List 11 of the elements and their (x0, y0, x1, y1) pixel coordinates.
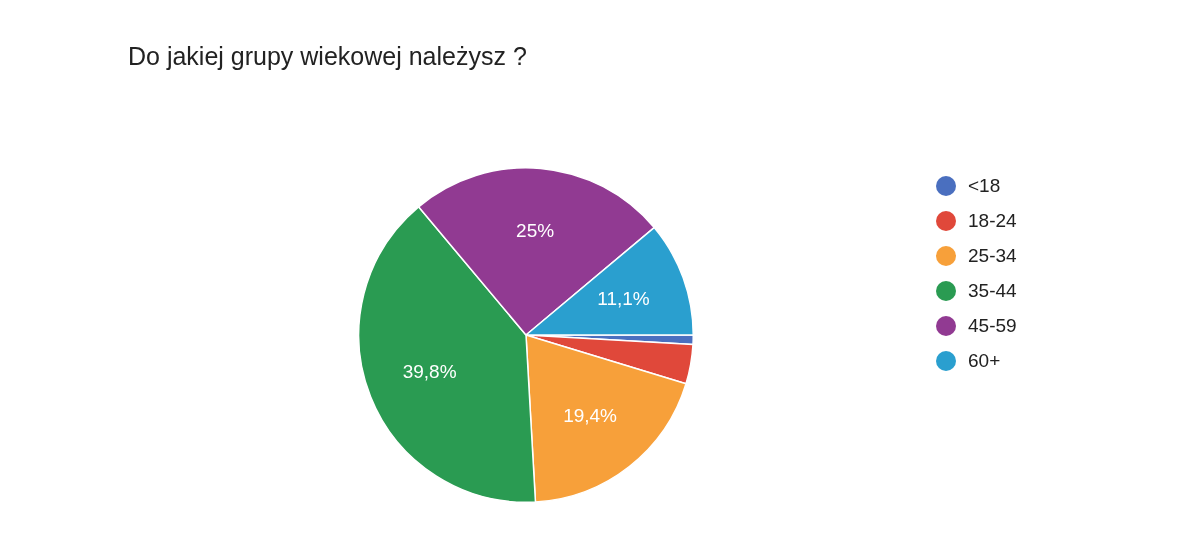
data-label: 11,1% (597, 287, 650, 309)
legend-label: 35-44 (968, 279, 1017, 302)
data-label: 19,4% (563, 404, 618, 426)
data-label: 39,8% (402, 361, 457, 383)
legend-label: 60+ (968, 349, 1001, 372)
chart-title: Do jakiej grupy wiekowej należysz ? (128, 42, 527, 71)
legend-label: <18 (968, 174, 1001, 197)
legend-label: 45-59 (968, 314, 1017, 337)
legend-label: 18-24 (968, 209, 1017, 232)
data-label: 25% (516, 219, 555, 241)
legend-label: 25-34 (968, 244, 1017, 267)
